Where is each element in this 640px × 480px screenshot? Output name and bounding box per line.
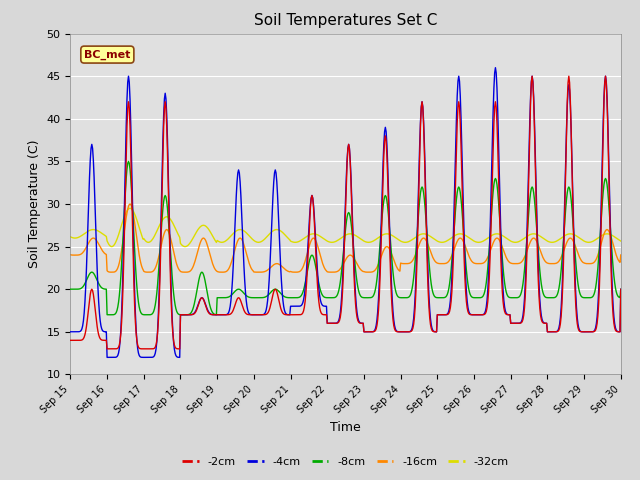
-32cm bbox=[274, 227, 282, 232]
-32cm bbox=[459, 231, 467, 237]
-4cm bbox=[136, 354, 144, 360]
-16cm bbox=[108, 269, 116, 275]
X-axis label: Time: Time bbox=[330, 421, 361, 434]
-4cm bbox=[458, 143, 466, 149]
-4cm bbox=[425, 293, 433, 299]
-32cm bbox=[426, 233, 433, 239]
-2cm bbox=[295, 312, 303, 318]
-16cm bbox=[126, 201, 134, 207]
-2cm bbox=[273, 289, 280, 295]
-16cm bbox=[244, 258, 252, 264]
-4cm bbox=[273, 179, 280, 185]
Text: BC_met: BC_met bbox=[84, 49, 131, 60]
Line: -2cm: -2cm bbox=[70, 76, 640, 349]
Title: Soil Temperatures Set C: Soil Temperatures Set C bbox=[254, 13, 437, 28]
-32cm bbox=[296, 238, 303, 244]
-8cm bbox=[125, 158, 132, 164]
-8cm bbox=[426, 267, 433, 273]
-16cm bbox=[459, 237, 467, 243]
Legend: -2cm, -4cm, -8cm, -16cm, -32cm: -2cm, -4cm, -8cm, -16cm, -32cm bbox=[178, 452, 513, 471]
-2cm bbox=[528, 73, 536, 79]
-16cm bbox=[67, 252, 74, 258]
-4cm bbox=[244, 307, 252, 313]
-2cm bbox=[136, 346, 144, 351]
-32cm bbox=[67, 234, 74, 240]
-4cm bbox=[67, 329, 74, 335]
-2cm bbox=[106, 346, 114, 352]
-16cm bbox=[426, 246, 433, 252]
Line: -16cm: -16cm bbox=[70, 204, 640, 272]
-32cm bbox=[244, 232, 252, 238]
-32cm bbox=[126, 205, 134, 211]
-2cm bbox=[458, 171, 466, 177]
-2cm bbox=[67, 337, 74, 343]
-8cm bbox=[244, 294, 252, 300]
-4cm bbox=[295, 303, 303, 309]
-32cm bbox=[108, 244, 116, 250]
-8cm bbox=[274, 287, 282, 293]
-4cm bbox=[492, 65, 499, 71]
-16cm bbox=[137, 260, 145, 265]
-8cm bbox=[459, 215, 467, 221]
Y-axis label: Soil Temperature (C): Soil Temperature (C) bbox=[28, 140, 41, 268]
Line: -4cm: -4cm bbox=[70, 68, 640, 357]
Line: -8cm: -8cm bbox=[70, 161, 640, 315]
-8cm bbox=[67, 286, 74, 292]
-2cm bbox=[244, 312, 252, 317]
-8cm bbox=[106, 312, 114, 318]
-16cm bbox=[296, 268, 303, 274]
-8cm bbox=[137, 310, 145, 315]
-4cm bbox=[106, 354, 114, 360]
Line: -32cm: -32cm bbox=[70, 208, 640, 247]
-16cm bbox=[274, 261, 282, 266]
-32cm bbox=[137, 229, 145, 235]
-8cm bbox=[296, 294, 303, 300]
-2cm bbox=[425, 304, 433, 310]
